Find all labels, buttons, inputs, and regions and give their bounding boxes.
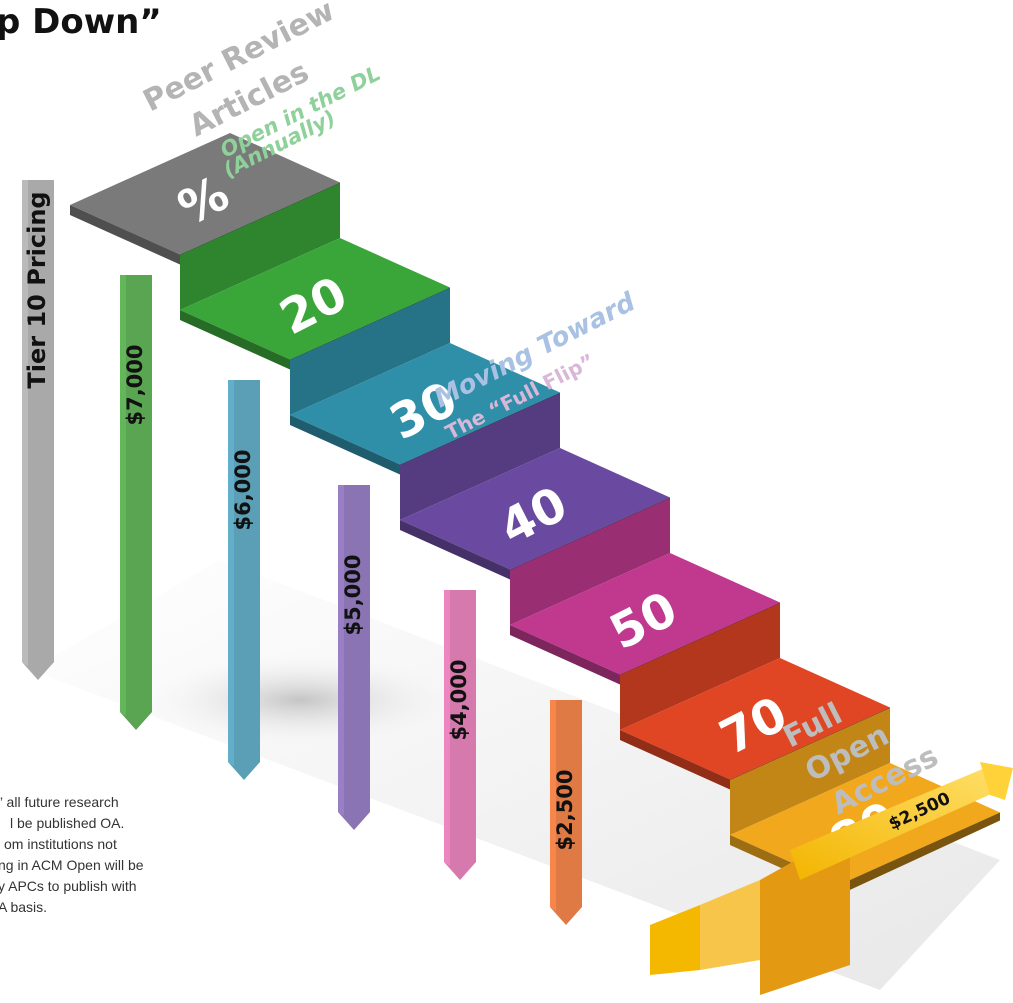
base-block [650, 830, 850, 995]
pillar-label-1: $7,000 [123, 344, 147, 425]
pillar-3 [338, 485, 370, 830]
pillar-0 [22, 180, 54, 680]
note-line-4: ng in ACM Open will be [0, 857, 144, 873]
pillar-2 [228, 380, 260, 780]
pillar-1 [120, 275, 152, 730]
note-line-3: om institutions not [4, 836, 117, 852]
page-title: p Down” [0, 2, 162, 42]
header-labels: Peer Review Articles Open in the DL (Ann… [138, 0, 385, 182]
pillar-label-0: Tier 10 Pricing [23, 191, 51, 388]
floor-shadow [130, 650, 470, 750]
pillar-label-5: $2,500 [553, 769, 577, 850]
pillar-label-2: $6,000 [231, 449, 255, 530]
pillar-label-3: $5,000 [341, 554, 365, 635]
note-line-1: ” all future research [0, 794, 119, 810]
price-pillars: Tier 10 Pricing $7,000 $6,000 $5,000 $4,000 $… [22, 180, 582, 925]
note-line-2: l be published OA. [10, 815, 125, 831]
note-line-5: y APCs to publish with [0, 878, 137, 894]
steps: %203040507080 [70, 133, 1000, 995]
pillar-5 [550, 700, 582, 925]
pillar-4 [444, 590, 476, 880]
note-line-6: A basis. [0, 899, 48, 915]
footnote: ” all future research l be published OA.… [0, 792, 328, 918]
pillar-label-4: $4,000 [447, 659, 471, 740]
